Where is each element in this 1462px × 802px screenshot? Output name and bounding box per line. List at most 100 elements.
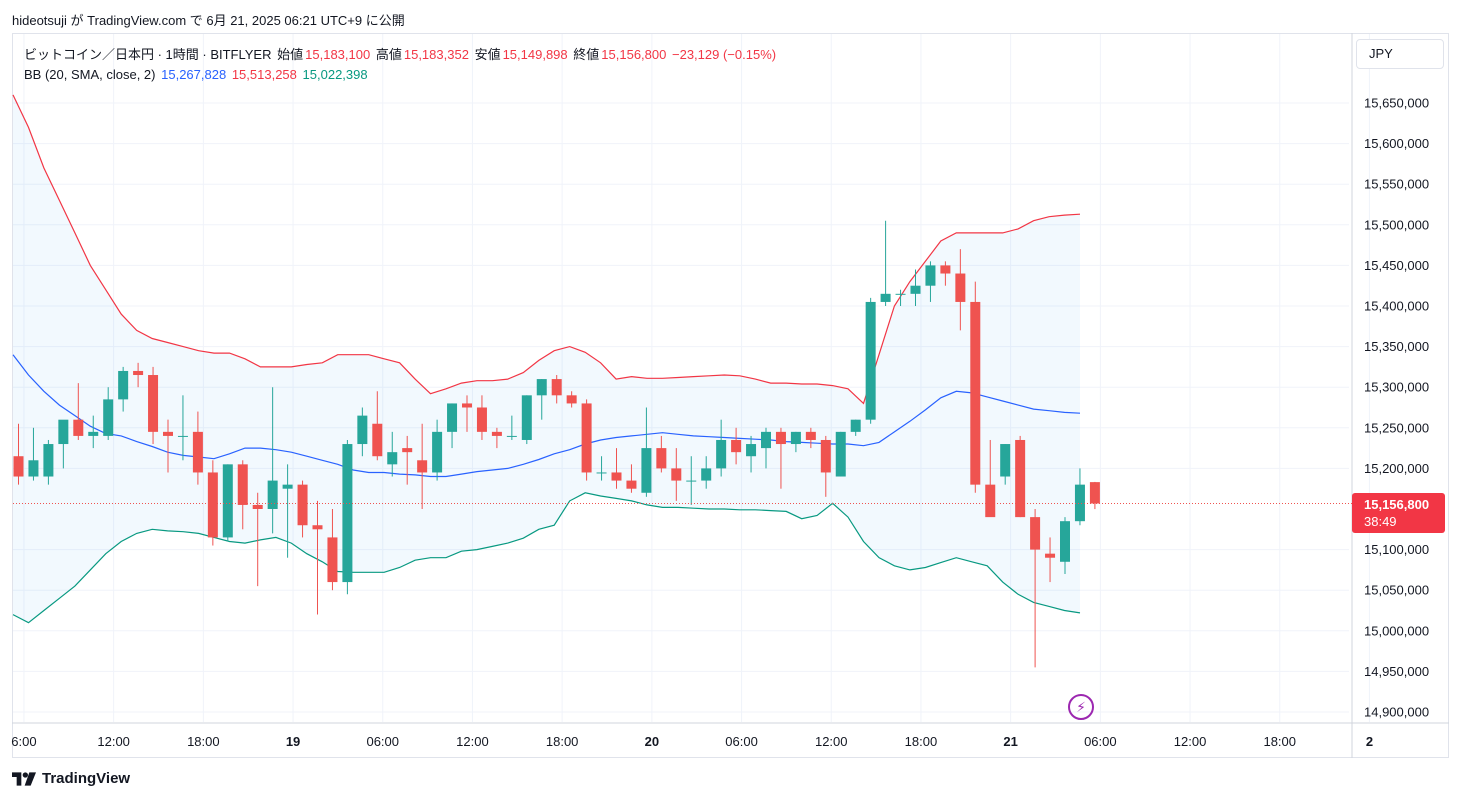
candle-body <box>342 444 353 583</box>
candle-body <box>103 399 114 436</box>
candle-body <box>880 293 891 302</box>
currency-selector[interactable]: JPY <box>1356 39 1444 69</box>
candle-body <box>955 273 966 302</box>
candle-body <box>133 370 144 376</box>
candle <box>551 375 562 404</box>
bb-label[interactable]: BB (20, SMA, close, 2) <box>24 67 156 82</box>
candle <box>581 399 592 481</box>
candle-body <box>267 480 278 509</box>
candle <box>88 415 99 449</box>
candle-body <box>566 395 577 404</box>
candle <box>1045 537 1056 583</box>
price-tick-label: 15,500,000 <box>1364 217 1429 232</box>
candle-body <box>985 484 996 518</box>
candle <box>865 297 876 424</box>
candle <box>163 419 173 473</box>
candle <box>43 439 54 485</box>
candle-body <box>611 472 622 481</box>
candle <box>910 269 921 306</box>
candle <box>820 435 831 497</box>
chart-frame[interactable] <box>12 33 1449 758</box>
candle-body <box>43 444 54 477</box>
candle <box>237 460 248 530</box>
candle-body <box>596 472 607 474</box>
candle-body <box>327 537 338 583</box>
candle-body <box>910 285 921 294</box>
candle-body <box>148 375 159 432</box>
lightning-icon[interactable]: ⚡ <box>1068 694 1094 720</box>
time-tick-label: 18:00 <box>187 734 220 749</box>
candle <box>177 395 188 461</box>
high-value: 15,183,352 <box>403 47 469 62</box>
candle <box>731 427 742 465</box>
candle <box>58 419 69 469</box>
bb-lower-line <box>12 492 1081 624</box>
candle <box>118 366 129 412</box>
candle-body <box>417 460 428 473</box>
candle-body <box>58 419 69 445</box>
change-value: −23,129 (−0.15%) <box>672 47 777 62</box>
candle <box>402 435 413 485</box>
candle <box>282 464 293 558</box>
bb-lower-value: 15,022,398 <box>302 67 368 82</box>
candle <box>491 427 502 449</box>
candle-body <box>476 407 487 432</box>
candle-body <box>192 431 203 473</box>
candle <box>1060 517 1070 574</box>
candle <box>746 435 757 473</box>
price-tick-label: 15,300,000 <box>1364 380 1429 395</box>
candle <box>207 460 218 546</box>
bb-upper-value: 15,513,258 <box>231 67 297 82</box>
candle-body <box>895 293 906 295</box>
candle-body <box>1074 484 1085 522</box>
time-tick-label: 21 <box>1003 734 1017 749</box>
candle-body <box>432 431 443 473</box>
candle-body <box>731 439 742 453</box>
candle-body <box>177 435 188 437</box>
price-tick-label: 14,900,000 <box>1364 705 1429 720</box>
candle <box>133 362 144 388</box>
time-tick-label: 2 <box>1366 734 1373 749</box>
candle <box>357 407 368 457</box>
symbol-label: ビットコイン／日本円 · 1時間 · BITFLYER <box>24 47 272 62</box>
candle-body <box>73 419 84 436</box>
candle <box>880 220 891 306</box>
price-tick-label: 15,650,000 <box>1364 96 1429 111</box>
candle <box>387 431 398 477</box>
bb-line: BB (20, SMA, close, 2) 15,267,828 15,513… <box>24 65 778 85</box>
candle <box>327 509 338 591</box>
tradingview-logo[interactable]: TradingView <box>12 770 130 787</box>
candle <box>252 492 263 587</box>
bb-upper-line <box>12 94 1081 405</box>
candle <box>641 407 652 497</box>
candle-body <box>775 431 786 445</box>
candle <box>372 391 383 461</box>
time-tick-label: 06:00 <box>1084 734 1117 749</box>
time-tick-label: 19 <box>286 734 300 749</box>
price-tick-label: 15,350,000 <box>1364 339 1429 354</box>
candle-body <box>312 525 323 530</box>
bb-basis-value: 15,267,828 <box>161 67 227 82</box>
time-tick-label: 06:00 <box>725 734 758 749</box>
candle-body <box>746 444 757 457</box>
time-tick-label: 18:00 <box>546 734 579 749</box>
candle-body <box>462 403 472 408</box>
candle <box>1015 435 1026 518</box>
candle-body <box>207 472 218 538</box>
candle-body <box>820 439 831 473</box>
candle-body <box>790 431 801 445</box>
candle-body <box>282 484 293 489</box>
candle <box>73 383 84 440</box>
candle-body <box>1000 444 1011 477</box>
last-price-tag: 15,156,800 38:49 <box>1352 493 1445 533</box>
time-tick-label: 18:00 <box>905 734 938 749</box>
candle <box>103 387 114 440</box>
candle <box>447 403 458 449</box>
candle <box>506 415 517 440</box>
candle-body <box>13 456 24 477</box>
candle <box>13 423 24 485</box>
low-value: 15,149,898 <box>502 47 568 62</box>
time-tick-label: 6:00 <box>11 734 36 749</box>
candle-body <box>671 468 682 481</box>
